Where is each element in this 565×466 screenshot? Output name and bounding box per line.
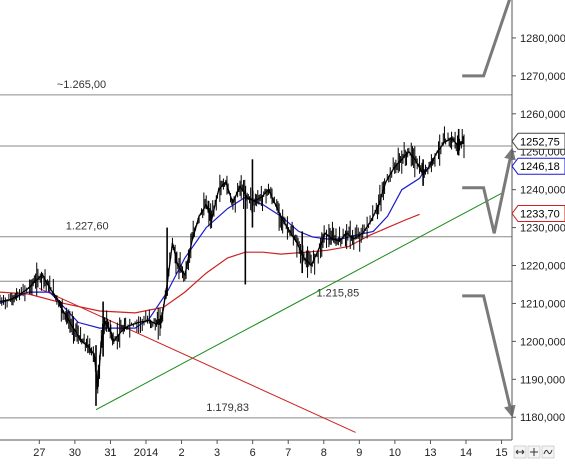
icon-glyph — [530, 448, 538, 456]
trendlines — [38, 192, 502, 433]
price-tag-shape — [511, 132, 565, 150]
trendline — [95, 192, 502, 411]
zoom-horizontal-icon[interactable] — [513, 445, 527, 459]
x-tick-label: 8 — [321, 447, 327, 459]
price-tag-shape — [511, 205, 565, 223]
price-tag-label: 1252,75 — [520, 136, 560, 148]
y-tick-label: 1270,000 — [520, 71, 565, 83]
forecast-arrow — [462, 294, 516, 418]
icon-glyph — [515, 449, 525, 455]
y-tick-label: 1260,000 — [520, 109, 565, 121]
x-tick-label: 14 — [460, 447, 472, 459]
y-tick-label: 1230,000 — [520, 223, 565, 235]
chart-toolbar — [513, 445, 555, 459]
x-tick-label: 13 — [424, 447, 436, 459]
x-tick-label: 15 — [495, 447, 507, 459]
y-axis: 1180,000 1190,000 1200,000 1210,000 1220,000… — [511, 0, 565, 440]
level-label: 1.179,83 — [206, 402, 249, 414]
moving-average-line — [0, 166, 428, 329]
y-tick-label: 1220,000 — [520, 261, 565, 273]
trendline — [38, 287, 356, 433]
y-tick-label: 1240,000 — [520, 185, 565, 197]
x-tick-label: 2014 — [134, 447, 158, 459]
level-label: 1.227,60 — [66, 221, 109, 233]
y-tick-label: 1200,000 — [520, 336, 565, 348]
price-tag-blue-ma: 1246,18 — [511, 157, 565, 175]
price-series — [0, 126, 465, 406]
x-tick-label: 9 — [356, 447, 362, 459]
price-tag-label: 1233,70 — [520, 209, 560, 221]
y-tick-label: 1180,000 — [520, 412, 565, 424]
y-tick-label: 1280,000 — [520, 33, 565, 45]
forecast-arrow — [462, 0, 511, 78]
x-tick-label: 7 — [285, 447, 291, 459]
price-tag-current: 1252,75 — [511, 132, 565, 150]
x-tick-label: 2 — [178, 447, 184, 459]
level-label: ~1.265,00 — [57, 79, 106, 91]
y-tick-label: 1190,000 — [520, 374, 565, 386]
price-tags: 1252,75 1246,18 1233,70 — [511, 132, 565, 223]
y-tick-label: 1210,000 — [520, 298, 565, 310]
wave-icon[interactable] — [541, 445, 555, 459]
icon-glyph — [543, 449, 553, 455]
level-label: 1.215,85 — [316, 287, 359, 299]
x-tick-label: 30 — [69, 447, 81, 459]
price-tag-red-ma: 1233,70 — [511, 205, 565, 223]
x-tick-label: 3 — [214, 447, 220, 459]
price-line — [0, 137, 465, 387]
forecast-arrows — [462, 0, 516, 418]
forecast-arrow — [462, 147, 516, 234]
x-tick-label: 6 — [250, 447, 256, 459]
x-axis: 27 30 31 2014 2 3 6 7 8 9 10 13 14 15 — [0, 439, 512, 459]
support-resistance-levels: ~1.265,00 1.227,60 1.215,85 1.179,83 — [0, 79, 512, 419]
moving-averages — [0, 166, 428, 329]
price-tag-label: 1246,18 — [520, 161, 560, 173]
x-tick-label: 31 — [104, 447, 116, 459]
price-tag-shape — [511, 157, 565, 175]
x-tick-label: 10 — [389, 447, 401, 459]
x-tick-label: 27 — [33, 447, 45, 459]
zoom-in-icon[interactable] — [527, 445, 541, 459]
